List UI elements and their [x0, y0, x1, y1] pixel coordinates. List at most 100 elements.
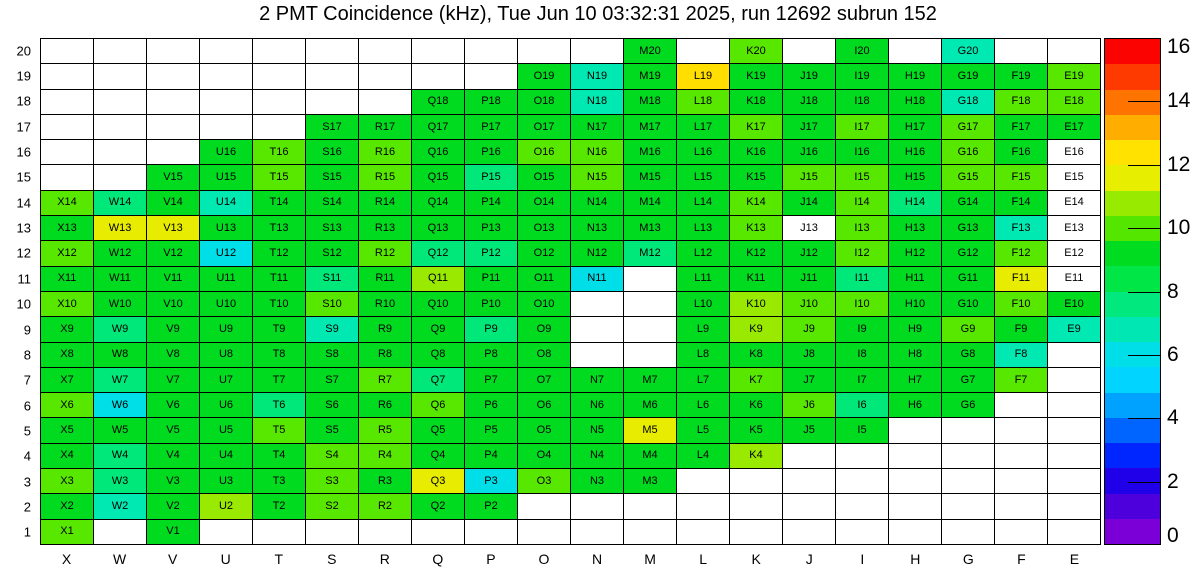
- colorbar-band: [1105, 518, 1160, 544]
- y-axis-label: 1: [23, 524, 31, 540]
- heatmap-cell: T15: [253, 165, 305, 190]
- cell-label: X2: [60, 500, 74, 513]
- cell-label: F19: [1011, 69, 1031, 82]
- cell-label: F15: [1011, 171, 1031, 184]
- heatmap-cell: T16: [253, 140, 305, 165]
- heatmap-cell: K9: [730, 317, 782, 342]
- heatmap-cell: T12: [253, 241, 305, 266]
- cell-label: W3: [111, 474, 129, 487]
- heatmap-cell: S16: [306, 140, 358, 165]
- y-axis-label: 6: [23, 398, 31, 414]
- heatmap-cell: G15: [942, 165, 994, 190]
- heatmap-cell: H16: [889, 140, 941, 165]
- cell-label: X8: [60, 348, 74, 361]
- heatmap-cell: J17: [783, 114, 835, 140]
- cell-label: M16: [639, 145, 661, 158]
- heatmap-cell: Q18: [412, 89, 464, 114]
- y-axis-label: 15: [16, 169, 31, 185]
- cell-label: Q17: [427, 120, 449, 133]
- cell-label: L11: [694, 272, 712, 285]
- heatmap-cell: J8: [783, 342, 835, 367]
- cell-label: I8: [857, 348, 867, 361]
- heatmap-cell: F16: [995, 140, 1047, 165]
- heatmap-cell: [94, 39, 146, 64]
- cell-label: V7: [166, 373, 180, 386]
- heatmap-cell: [412, 519, 464, 544]
- cell-label: F10: [1011, 297, 1031, 310]
- cell-label: R15: [374, 171, 396, 184]
- cell-label: L15: [693, 171, 713, 184]
- cell-label: U7: [218, 373, 234, 386]
- cell-label: W13: [108, 221, 132, 234]
- cell-label: P2: [484, 500, 498, 513]
- cell-label: S13: [322, 221, 342, 234]
- cell-label: T12: [269, 247, 289, 260]
- cell-label: Q13: [427, 221, 449, 234]
- cell-label: S15: [322, 171, 342, 184]
- heatmap-cell: X6: [41, 393, 93, 418]
- heatmap-cell: R8: [359, 342, 411, 367]
- cell-label: P10: [481, 297, 501, 310]
- heatmap-cell: R6: [359, 393, 411, 418]
- heatmap-cell: [995, 443, 1047, 469]
- heatmap-cell: F8: [995, 342, 1047, 367]
- colorbar-band: [1105, 392, 1160, 418]
- heatmap-cell: K17: [730, 114, 782, 140]
- heatmap-cell: V15: [147, 165, 199, 190]
- heatmap-cell: O5: [518, 418, 570, 443]
- cell-label: R16: [374, 145, 396, 158]
- heatmap-cell: P9: [465, 317, 517, 342]
- cell-label: G14: [957, 196, 979, 209]
- heatmap-cell: H14: [889, 190, 941, 216]
- cell-label: E10: [1064, 297, 1084, 310]
- cell-label: O14: [533, 196, 555, 209]
- cell-label: N12: [586, 247, 608, 260]
- cell-label: H9: [907, 322, 923, 335]
- cell-label: I17: [854, 120, 870, 133]
- colorbar-band: [1105, 342, 1160, 368]
- cell-label: J15: [800, 171, 818, 184]
- cell-label: W6: [111, 398, 129, 411]
- cell-label: K6: [749, 398, 763, 411]
- cell-label: Q10: [427, 297, 449, 310]
- heatmap-cell: J6: [783, 393, 835, 418]
- heatmap-cell: G16: [942, 140, 994, 165]
- heatmap-cell: [995, 519, 1047, 544]
- cell-label: U2: [218, 500, 234, 513]
- heatmap-cell: [783, 494, 835, 519]
- heatmap-cell: [465, 519, 517, 544]
- heatmap-cell: P14: [465, 190, 517, 216]
- heatmap-cell: U16: [200, 140, 252, 165]
- heatmap-cell: J19: [783, 64, 835, 89]
- x-axis-label: S: [327, 551, 337, 567]
- heatmap-cell: V10: [147, 291, 199, 317]
- heatmap-cell: W14: [94, 190, 146, 216]
- cell-label: I9: [857, 322, 867, 335]
- colorbar-band: [1105, 493, 1160, 519]
- y-axis-label: 16: [16, 144, 31, 160]
- cell-label: S10: [322, 297, 342, 310]
- chart-title: 2 PMT Coincidence (kHz), Tue Jun 10 03:3…: [259, 3, 937, 25]
- cell-label: L12: [693, 247, 713, 260]
- heatmap-cell: [677, 494, 729, 519]
- x-axis-label: G: [962, 551, 974, 567]
- heatmap-cell: [518, 39, 570, 64]
- cell-label: U14: [215, 196, 237, 209]
- heatmap-cell: [624, 317, 676, 342]
- heatmap-cell: H9: [889, 317, 941, 342]
- heatmap-cell: V11: [147, 266, 199, 291]
- cell-label: H7: [907, 373, 923, 386]
- heatmap-cell: P7: [465, 367, 517, 393]
- cell-label: K9: [749, 322, 763, 335]
- heatmap-cell: S8: [306, 342, 358, 367]
- heatmap-cell: S12: [306, 241, 358, 266]
- cell-label: G8: [960, 348, 976, 361]
- cell-label: L18: [693, 95, 713, 108]
- y-axis-label: 12: [16, 245, 31, 261]
- cell-label: Q2: [430, 500, 446, 513]
- heatmap-cell: O19: [518, 64, 570, 89]
- heatmap-cell: [1048, 443, 1100, 469]
- heatmap-cell: N5: [571, 418, 623, 443]
- heatmap-cell: [200, 64, 252, 89]
- heatmap-cell: O18: [518, 89, 570, 114]
